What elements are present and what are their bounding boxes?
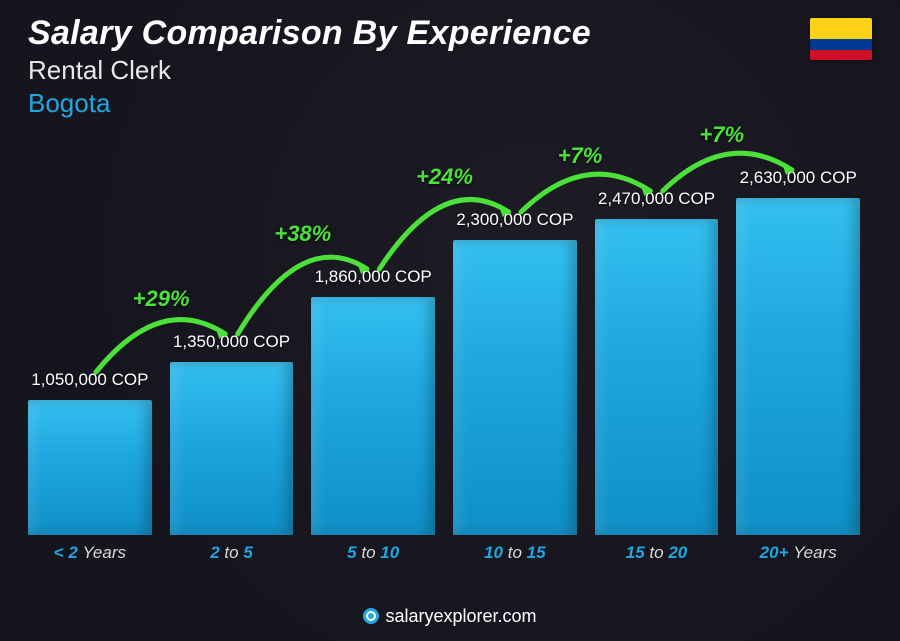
bar-rect <box>736 198 860 535</box>
bar-rect <box>170 362 294 535</box>
chart-subtitle: Rental Clerk <box>28 55 591 86</box>
x-label: < 2 Years <box>28 543 152 563</box>
site-name: salaryexplorer.com <box>385 606 536 626</box>
bar-value-label: 1,860,000 COP <box>315 267 432 287</box>
country-flag-icon <box>810 18 872 60</box>
bar-4: 2,470,000 COP <box>595 189 719 535</box>
bar-rect <box>28 400 152 535</box>
chart-title: Salary Comparison By Experience <box>28 14 591 53</box>
bar-rect <box>453 240 577 535</box>
bar-value-label: 2,300,000 COP <box>456 210 573 230</box>
header: Salary Comparison By Experience Rental C… <box>28 14 591 119</box>
x-label: 15 to 20 <box>595 543 719 563</box>
x-label: 2 to 5 <box>170 543 294 563</box>
x-axis-labels: < 2 Years 2 to 5 5 to 10 10 to 15 15 to 20 20… <box>28 543 860 563</box>
x-label: 5 to 10 <box>311 543 435 563</box>
bar-rect <box>595 219 719 535</box>
bar-5: 2,630,000 COP <box>736 168 860 535</box>
bar-value-label: 2,630,000 COP <box>740 168 857 188</box>
x-label: 20+ Years <box>736 543 860 563</box>
bar-3: 2,300,000 COP <box>453 210 577 535</box>
bar-rect <box>311 297 435 535</box>
bar-2: 1,860,000 COP <box>311 267 435 535</box>
site-logo-icon <box>363 608 379 624</box>
bar-0: 1,050,000 COP <box>28 370 152 535</box>
bar-1: 1,350,000 COP <box>170 332 294 535</box>
chart-location: Bogota <box>28 88 591 119</box>
bar-chart: 1,050,000 COP 1,350,000 COP 1,860,000 COP 2… <box>28 140 860 563</box>
bars-container: 1,050,000 COP 1,350,000 COP 1,860,000 COP 2… <box>28 140 860 535</box>
bar-value-label: 2,470,000 COP <box>598 189 715 209</box>
footer: salaryexplorer.com <box>0 606 900 627</box>
bar-value-label: 1,350,000 COP <box>173 332 290 352</box>
x-label: 10 to 15 <box>453 543 577 563</box>
bar-value-label: 1,050,000 COP <box>31 370 148 390</box>
